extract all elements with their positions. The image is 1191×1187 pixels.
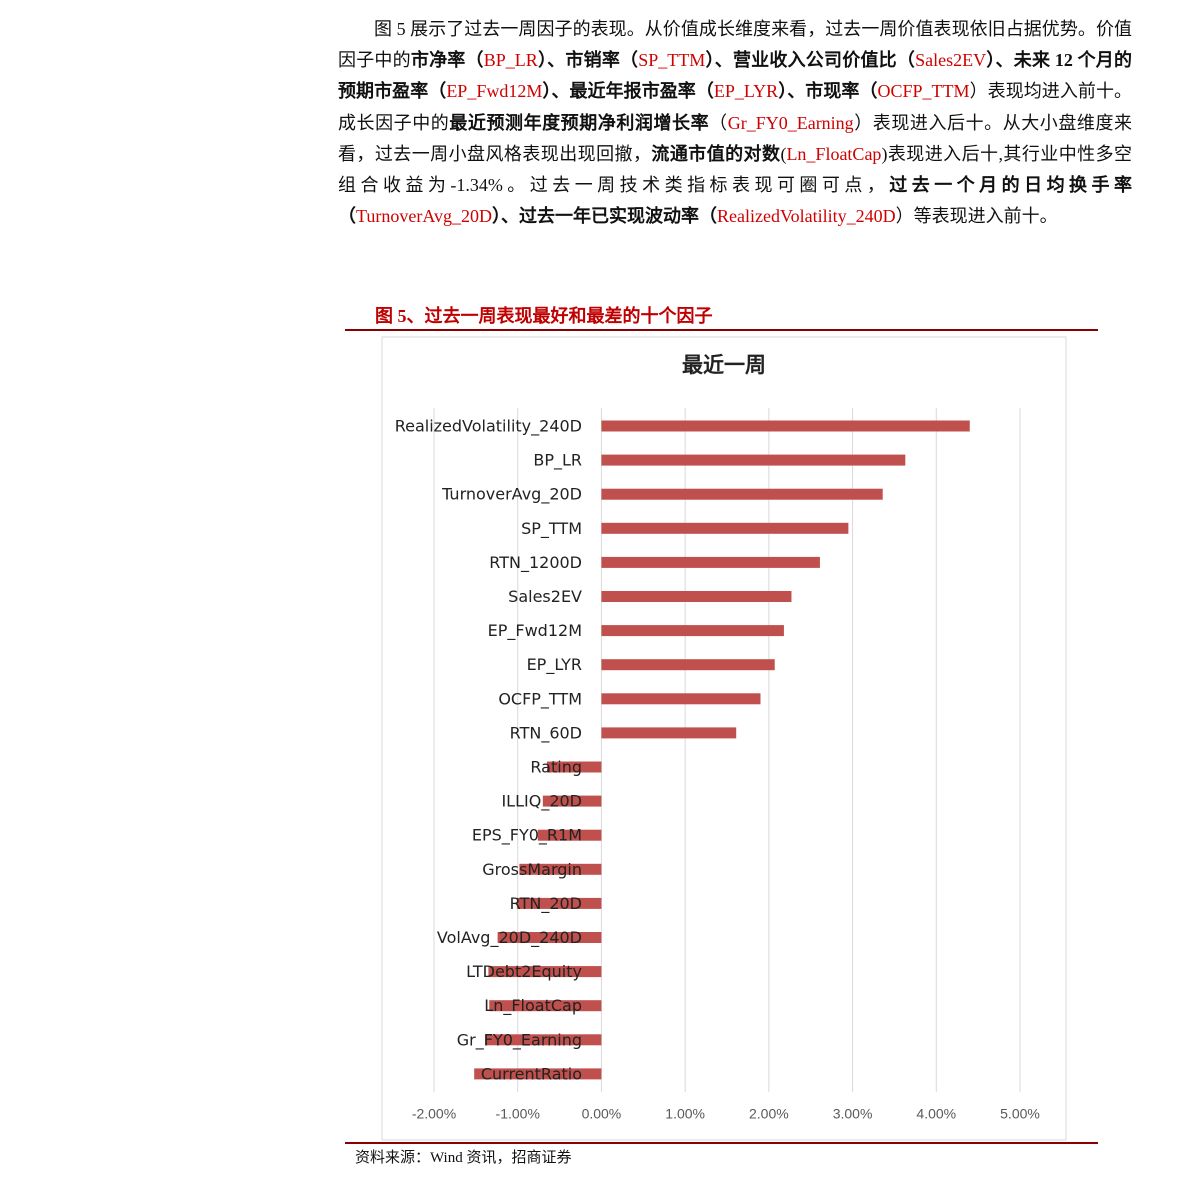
bar bbox=[601, 591, 792, 602]
y-tick-label: TurnoverAvg_20D bbox=[441, 485, 582, 505]
y-tick-label: SP_TTM bbox=[521, 519, 582, 539]
y-tick-label: RealizedVolatility_240D bbox=[395, 417, 582, 437]
y-tick-label: OCFP_TTM bbox=[498, 689, 582, 709]
bar bbox=[547, 761, 602, 773]
bar bbox=[601, 727, 737, 739]
chart-title: 最近一周 bbox=[682, 353, 766, 377]
bar bbox=[519, 863, 602, 875]
text-run: Sales2EV bbox=[915, 50, 987, 71]
bar bbox=[601, 420, 970, 432]
bar bbox=[485, 1034, 602, 1046]
text-run: 市净率（ bbox=[410, 50, 484, 71]
y-tick-label: RTN_20D bbox=[510, 894, 582, 914]
bar bbox=[601, 693, 761, 705]
text-run: EP_LYR bbox=[713, 81, 779, 102]
text-run: Gr_FY0_Earning bbox=[727, 112, 854, 133]
text-run: )表现进入后十,其行业中性多空组合收益为-1.34%。过去一周技术类指标表现可圈… bbox=[338, 143, 1133, 196]
y-tick-label: EP_Fwd12M bbox=[488, 621, 582, 641]
text-run: 最近预测年度预期净利润增长率 bbox=[449, 112, 710, 133]
text-run: TurnoverAvg_20D bbox=[356, 206, 493, 227]
bar bbox=[601, 488, 883, 500]
text-run: （ bbox=[709, 112, 728, 133]
y-tick-label: GrossMargin bbox=[482, 860, 582, 879]
text-run: SP_TTM bbox=[638, 50, 706, 71]
text-run: 图 5 展示了过去一周因子的表现。从价值成长维度来看，过去一周价值表现依旧占据优… bbox=[338, 19, 1132, 71]
bar bbox=[601, 454, 906, 466]
bar bbox=[601, 625, 784, 637]
y-tick-label: Rating bbox=[530, 758, 582, 777]
bar bbox=[488, 966, 602, 978]
text-run: ）、最近年报市盈率（ bbox=[542, 81, 714, 102]
text-run: OCFP_TTM bbox=[877, 81, 970, 102]
text-run: ）、营业收入公司价值比（ bbox=[705, 50, 916, 71]
y-tick-label: VolAvg_20D_240D bbox=[437, 928, 582, 948]
x-tick-label: 3.00% bbox=[833, 1106, 873, 1122]
text-run: ）、未来 12 个月的预期市盈率（ bbox=[338, 50, 1133, 102]
bar bbox=[489, 1000, 602, 1012]
text-run: ）、过去一年已实现波动率（ bbox=[492, 206, 718, 227]
x-tick-label: 1.00% bbox=[665, 1106, 705, 1122]
y-tick-label: CurrentRatio bbox=[481, 1064, 582, 1083]
y-tick-label: RTN_60D bbox=[510, 723, 582, 743]
text-run: ）表现进入后十。从大小盘维度来看，过去一周小盘风格表现出现回撤， bbox=[338, 112, 1133, 164]
text-run: ）等表现进入前十。 bbox=[895, 206, 1058, 227]
x-tick-label: -1.00% bbox=[496, 1106, 540, 1122]
text-run: ( bbox=[780, 143, 787, 164]
figure-caption: 图 5、过去一周表现最好和最差的十个因子 bbox=[375, 306, 713, 326]
text-run: ）、市现率（ bbox=[778, 81, 878, 102]
text-run: RealizedVolatility_240D bbox=[717, 206, 896, 227]
y-tick-label: Sales2EV bbox=[508, 587, 582, 606]
x-tick-label: 0.00% bbox=[582, 1106, 622, 1122]
y-tick-label: LTDebt2Equity bbox=[466, 962, 582, 981]
chart-frame bbox=[381, 336, 1067, 1141]
bar bbox=[474, 1068, 602, 1080]
x-tick-label: 4.00% bbox=[916, 1106, 956, 1122]
y-tick-label: Gr_FY0_Earning bbox=[457, 1030, 582, 1050]
text-run: 流通市值的对数 bbox=[651, 143, 781, 164]
text-run: 过去一个月的日均换手率（ bbox=[338, 175, 1132, 227]
y-tick-label: ILLIQ_20D bbox=[501, 792, 582, 812]
text-run: BP_LR bbox=[483, 50, 538, 71]
bar bbox=[601, 659, 775, 671]
text-run: Ln_FloatCap bbox=[786, 143, 882, 164]
bar bbox=[601, 556, 820, 568]
y-tick-label: EP_LYR bbox=[527, 655, 582, 675]
x-tick-label: 2.00% bbox=[749, 1106, 789, 1122]
bar bbox=[542, 795, 602, 807]
text-run: ）表现均进入前十。成长因子中的 bbox=[338, 81, 1133, 133]
y-tick-label: RTN_1200D bbox=[489, 553, 582, 573]
text-run: ）、市销率（ bbox=[537, 50, 639, 71]
bar bbox=[601, 522, 849, 534]
bar bbox=[537, 829, 602, 841]
x-tick-label: 5.00% bbox=[1000, 1106, 1040, 1122]
y-tick-label: EPS_FY0_R1M bbox=[472, 826, 582, 846]
paragraph: 图 5 展示了过去一周因子的表现。从价值成长维度来看，过去一周价值表现依旧占据优… bbox=[338, 14, 1132, 232]
y-tick-label: Ln_FloatCap bbox=[484, 996, 582, 1016]
bar bbox=[497, 932, 602, 943]
x-tick-label: -2.00% bbox=[412, 1106, 456, 1122]
source-note: 资料来源：Wind 资讯，招商证券 bbox=[355, 1150, 572, 1166]
bar bbox=[516, 897, 602, 909]
y-tick-label: BP_LR bbox=[533, 451, 582, 471]
text-run: EP_Fwd12M bbox=[446, 81, 543, 102]
